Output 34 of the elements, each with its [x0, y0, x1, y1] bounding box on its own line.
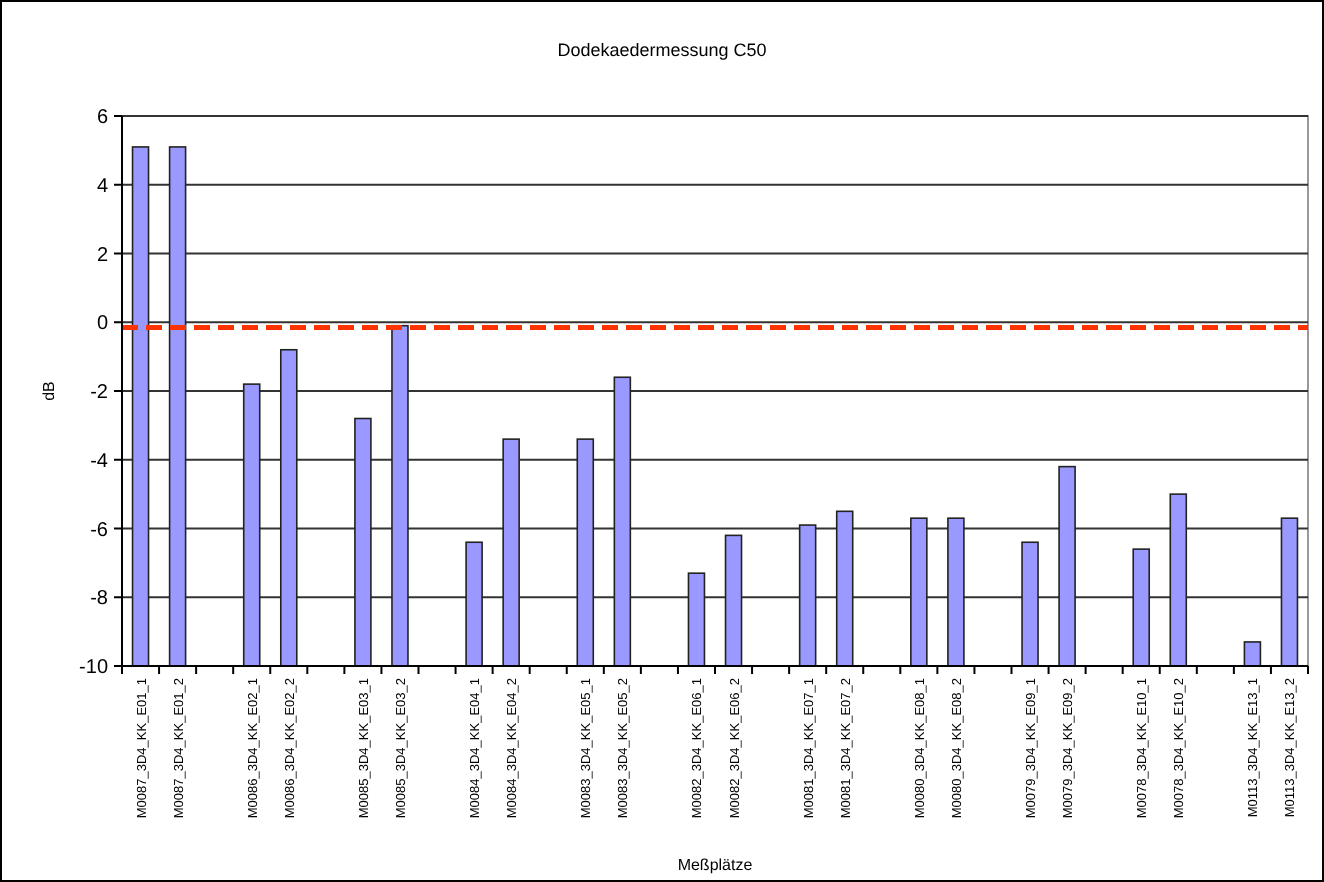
- y-tick-label: 4: [96, 175, 109, 198]
- bar: [1058, 465, 1076, 667]
- bar: [1132, 548, 1151, 667]
- y-tick-label: 0: [96, 313, 109, 336]
- bar: [131, 146, 150, 667]
- y-tick-label: -4: [90, 450, 109, 473]
- x-axis-title: Meßplätze: [677, 856, 754, 874]
- bar: [1169, 493, 1188, 667]
- bar: [1280, 517, 1299, 667]
- bar: [576, 438, 595, 667]
- y-tick-label: -2: [90, 382, 109, 404]
- bar: [502, 438, 520, 667]
- bar: [910, 517, 928, 667]
- bar: [279, 348, 298, 667]
- bar: [168, 146, 187, 667]
- bar: [724, 534, 743, 667]
- y-tick-label: 2: [96, 244, 109, 267]
- bar: [687, 572, 706, 667]
- chart-title: Dodekaedermessung C50: [557, 40, 767, 60]
- y-axis-title: dB: [40, 381, 58, 401]
- bar: [835, 510, 854, 667]
- y-tick-label: -10: [79, 657, 109, 679]
- bar: [465, 541, 483, 667]
- bar: [613, 376, 632, 667]
- bar: [391, 324, 409, 667]
- y-tick-label: 6: [96, 107, 109, 129]
- bar: [1021, 541, 1039, 667]
- bar: [354, 417, 372, 667]
- bar: [242, 383, 261, 667]
- y-tick-label: -6: [90, 519, 109, 542]
- bar: [947, 517, 965, 667]
- bar: [1243, 641, 1262, 667]
- y-tick-label: -8: [90, 588, 109, 611]
- bar: [798, 524, 817, 667]
